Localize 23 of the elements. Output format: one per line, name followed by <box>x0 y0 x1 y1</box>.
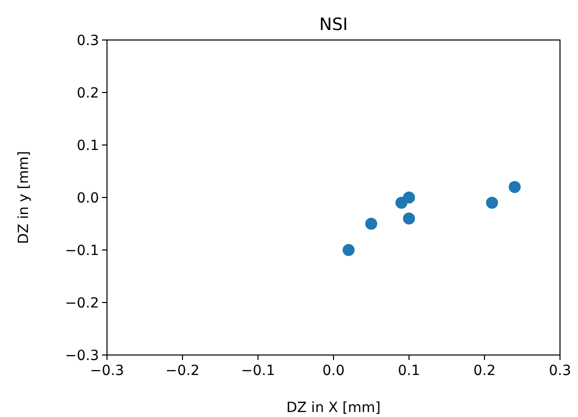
chart-title: NSI <box>319 15 348 35</box>
point <box>403 192 415 204</box>
y-tick-label: 0.0 <box>76 190 99 206</box>
point <box>508 181 521 193</box>
x-tick-label: 0.0 <box>322 363 345 379</box>
point <box>342 244 355 256</box>
y-tick-label: −0.3 <box>65 348 99 364</box>
x-tick-label: −0.3 <box>90 363 124 379</box>
y-tick-label: 0.1 <box>76 138 99 154</box>
y-tick-label: −0.2 <box>65 295 99 312</box>
y-tick-label: 0.3 <box>76 32 99 49</box>
point <box>486 196 498 209</box>
y-tick-label: −0.1 <box>65 242 99 259</box>
x-tick-label: 0.1 <box>398 363 420 379</box>
x-tick-label: −0.2 <box>166 363 200 379</box>
y-tick-label: 0.2 <box>76 85 99 102</box>
y-axis-title: DZ in y [mm] <box>16 151 32 244</box>
x-tick-label: −0.1 <box>241 363 275 379</box>
point <box>365 218 378 230</box>
x-tick-label: 0.2 <box>473 363 496 379</box>
x-tick-label: 0.3 <box>548 363 572 379</box>
point <box>403 212 415 224</box>
x-axis-title: DZ in X [mm] <box>286 400 381 416</box>
